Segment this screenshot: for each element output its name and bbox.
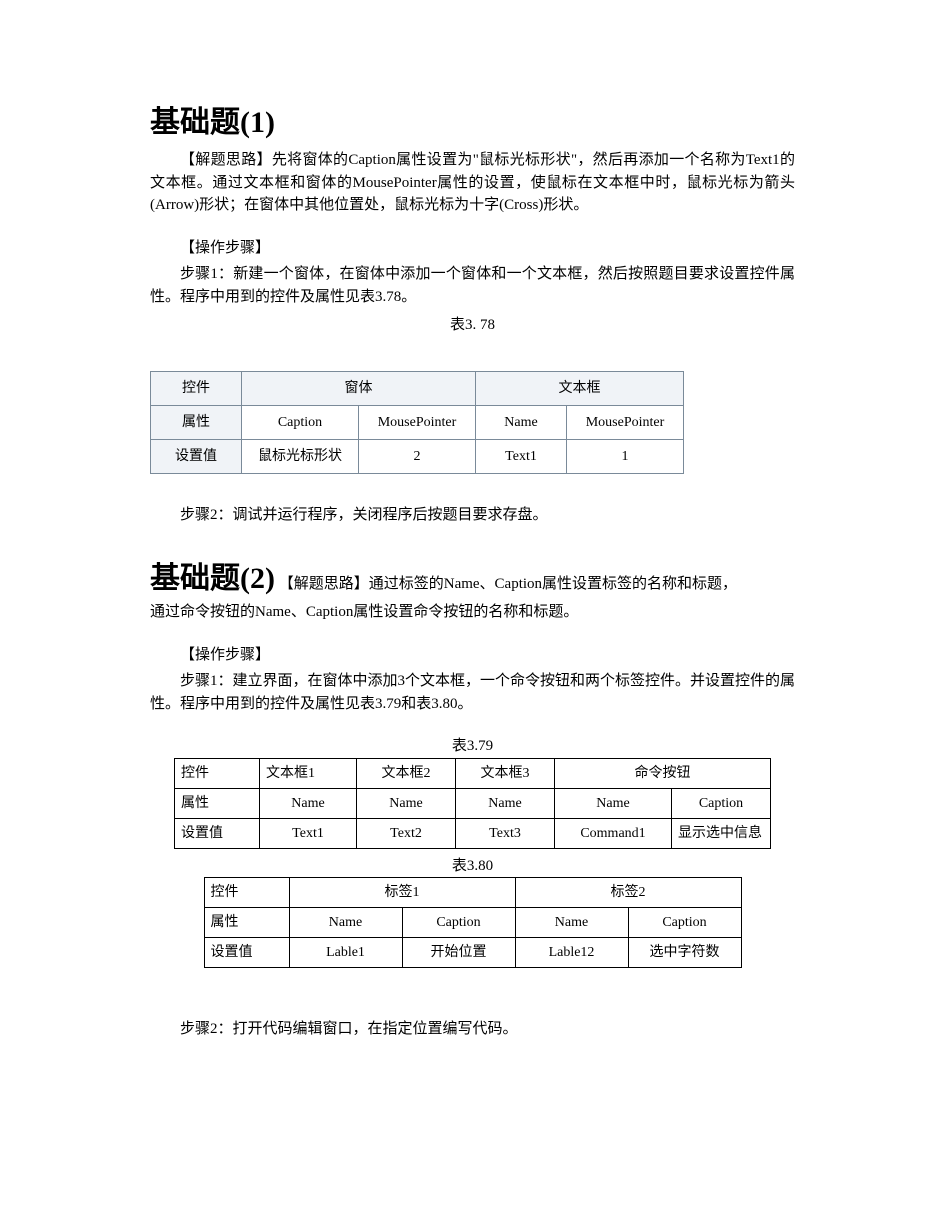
t378-r2c3: Text1 — [476, 439, 567, 473]
section2-opsteps-label: 【操作步骤】 — [150, 644, 795, 667]
table378-caption: 表3. 78 — [150, 314, 795, 337]
t378-r1c4: MousePointer — [567, 405, 684, 439]
t380-r1c4: Caption — [628, 908, 741, 938]
table-380: 控件 标签1 标签2 属性 Name Caption Name Caption … — [204, 877, 742, 968]
section2-title: 基础题(2) — [150, 562, 275, 595]
t379-r2c1: Text1 — [260, 818, 357, 848]
section1-opsteps-label: 【操作步骤】 — [150, 237, 795, 260]
t378-r0c1: 窗体 — [242, 371, 476, 405]
t379-r1c5: Caption — [672, 788, 771, 818]
t378-r2c2: 2 — [359, 439, 476, 473]
t380-r2c0: 设置值 — [204, 938, 289, 968]
section1-step1: 步骤1：新建一个窗体，在窗体中添加一个窗体和一个文本框，然后按照题目要求设置控件… — [150, 263, 795, 308]
t380-r0c1: 标签1 — [289, 878, 515, 908]
t378-r1c2: MousePointer — [359, 405, 476, 439]
t380-r1c2: Caption — [402, 908, 515, 938]
t378-r0c0: 控件 — [151, 371, 242, 405]
t379-r1c1: Name — [260, 788, 357, 818]
t379-r2c3: Text3 — [456, 818, 555, 848]
t380-r2c4: 选中字符数 — [628, 938, 741, 968]
section1-title: 基础题(1) — [150, 100, 795, 145]
t380-r2c3: Lable12 — [515, 938, 628, 968]
t378-r2c0: 设置值 — [151, 439, 242, 473]
table379-caption: 表3.79 — [150, 735, 795, 758]
section2-step2: 步骤2：打开代码编辑窗口，在指定位置编写代码。 — [150, 1018, 795, 1041]
t379-r0c3: 文本框3 — [456, 758, 555, 788]
table380-caption: 表3.80 — [150, 855, 795, 878]
t378-r1c0: 属性 — [151, 405, 242, 439]
table-378: 控件 窗体 文本框 属性 Caption MousePointer Name M… — [150, 371, 684, 474]
t379-r0c4: 命令按钮 — [555, 758, 771, 788]
t379-r0c0: 控件 — [175, 758, 260, 788]
t379-r2c4: Command1 — [555, 818, 672, 848]
section1-para1: 【解题思路】先将窗体的Caption属性设置为"鼠标光标形状"，然后再添加一个名… — [150, 149, 795, 217]
t378-r1c1: Caption — [242, 405, 359, 439]
t380-r2c2: 开始位置 — [402, 938, 515, 968]
t379-r1c4: Name — [555, 788, 672, 818]
t380-r1c3: Name — [515, 908, 628, 938]
t378-r2c4: 1 — [567, 439, 684, 473]
t380-r1c1: Name — [289, 908, 402, 938]
t379-r2c0: 设置值 — [175, 818, 260, 848]
t378-r1c3: Name — [476, 405, 567, 439]
section2-para2-line2: 通过命令按钮的Name、Caption属性设置命令按钮的名称和标题。 — [150, 601, 795, 624]
t380-r0c0: 控件 — [204, 878, 289, 908]
section2-inline-text: 【解题思路】通过标签的Name、Caption属性设置标签的名称和标题， — [279, 576, 737, 592]
t379-r1c3: Name — [456, 788, 555, 818]
t378-r0c2: 文本框 — [476, 371, 684, 405]
section1-step2: 步骤2：调试并运行程序，关闭程序后按题目要求存盘。 — [150, 504, 795, 527]
table-379: 控件 文本框1 文本框2 文本框3 命令按钮 属性 Name Name Name… — [174, 758, 771, 849]
t379-r0c1: 文本框1 — [260, 758, 357, 788]
t380-r2c1: Lable1 — [289, 938, 402, 968]
t379-r1c2: Name — [357, 788, 456, 818]
t379-r2c5: 显示选中信息 — [672, 818, 771, 848]
section2-step1: 步骤1：建立界面，在窗体中添加3个文本框，一个命令按钮和两个标签控件。并设置控件… — [150, 670, 795, 715]
t379-r1c0: 属性 — [175, 788, 260, 818]
t379-r2c2: Text2 — [357, 818, 456, 848]
t378-r2c1: 鼠标光标形状 — [242, 439, 359, 473]
t379-r0c2: 文本框2 — [357, 758, 456, 788]
t380-r0c2: 标签2 — [515, 878, 741, 908]
t380-r1c0: 属性 — [204, 908, 289, 938]
